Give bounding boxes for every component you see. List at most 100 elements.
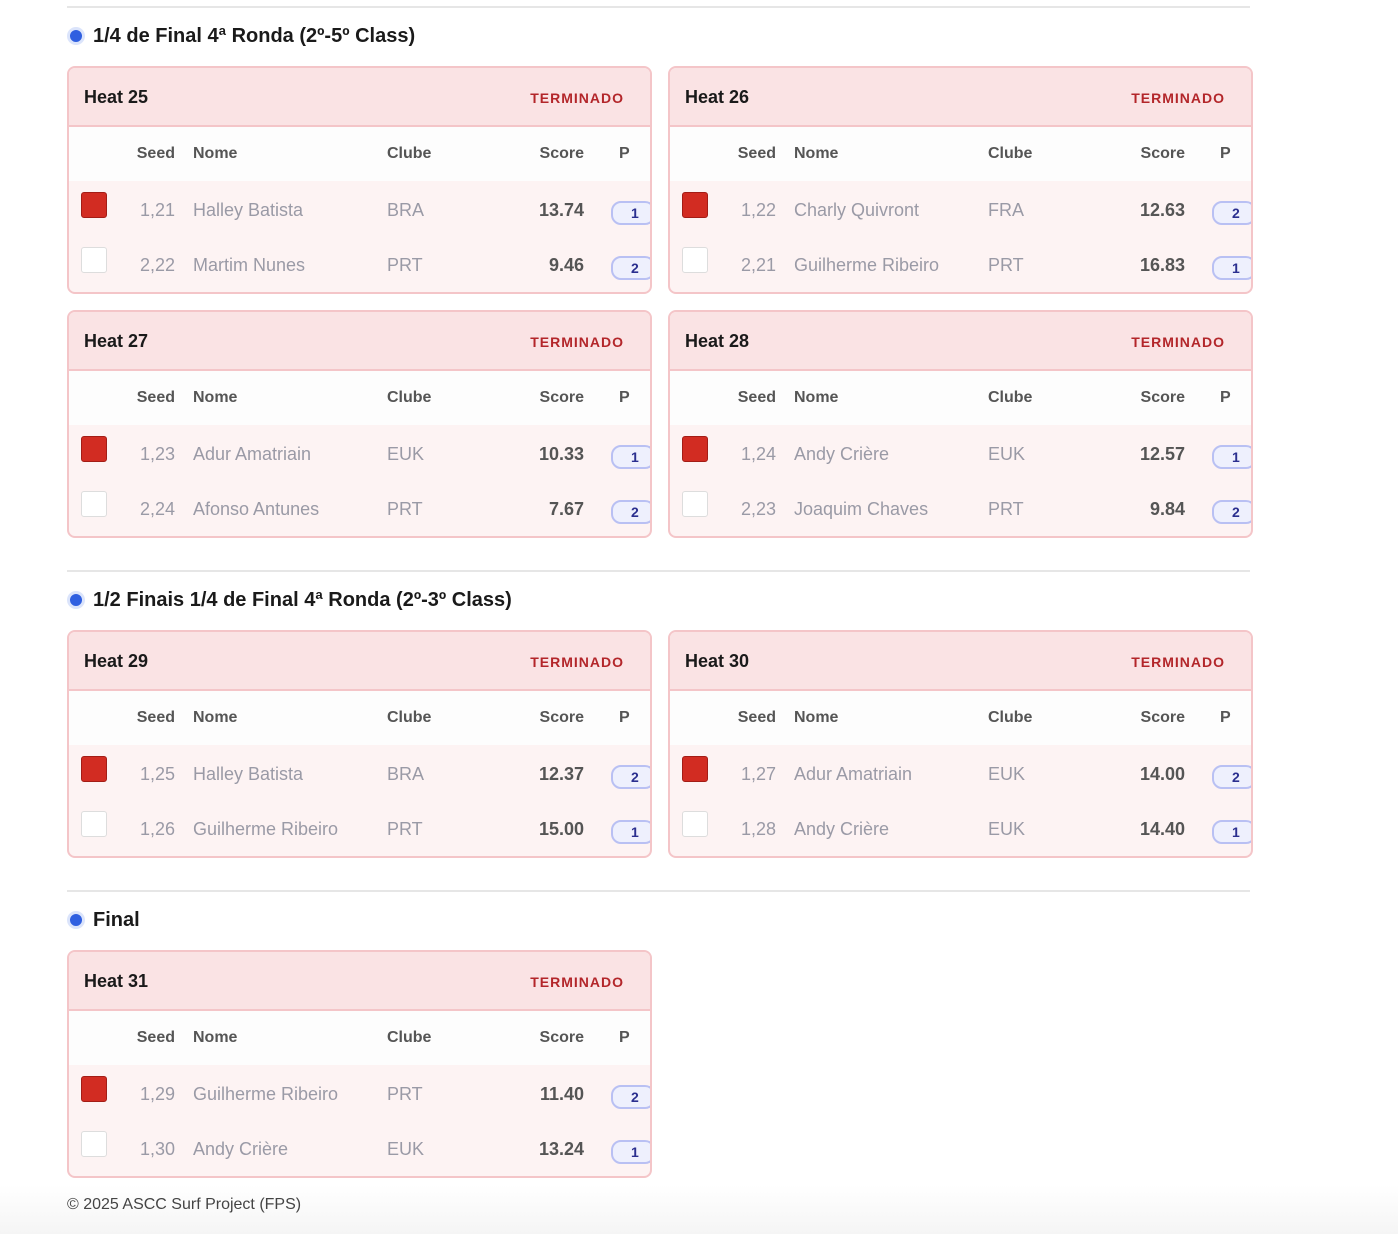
- column-header: Seed: [136, 1029, 175, 1046]
- column-header: Score: [1140, 389, 1185, 406]
- score: 14.00: [1139, 764, 1185, 784]
- jersey-box: [682, 192, 708, 218]
- athlete-name: Martim Nunes: [193, 255, 306, 275]
- heat-card: Heat 29 TERMINADO Seed Nome Clube Score P 1,25 H…: [67, 630, 652, 858]
- section-divider: [67, 6, 1250, 8]
- table-header: Seed Nome Clube Score P: [670, 691, 1251, 745]
- athlete-name: Charly Quivront: [794, 200, 920, 220]
- jersey-box: [81, 811, 107, 837]
- heat-card: Heat 26 TERMINADO Seed Nome Clube Score P 1,22 C…: [668, 66, 1253, 294]
- section-dot: [67, 27, 85, 45]
- heat-title: Heat 30: [685, 651, 750, 671]
- seed: 2,23: [740, 499, 776, 519]
- heat-status: TERMINADO: [530, 90, 624, 106]
- score: 12.63: [1139, 200, 1185, 220]
- seed: 1,28: [740, 819, 776, 839]
- athlete-name: Guilherme Ribeiro: [193, 819, 339, 839]
- column-header: Score: [539, 1029, 584, 1046]
- jersey-box: [682, 436, 708, 462]
- column-header: Seed: [737, 145, 776, 162]
- seed: 1,22: [740, 200, 776, 220]
- column-header: Score: [539, 145, 584, 162]
- position-badge: 1: [1212, 820, 1251, 844]
- column-header: Clube: [387, 145, 432, 162]
- table-header: Seed Nome Clube Score P: [69, 1011, 650, 1065]
- club: EUK: [988, 819, 1026, 839]
- score: 13.24: [538, 1139, 584, 1159]
- athlete-name: Adur Amatriain: [193, 444, 312, 464]
- athlete-row: 2,22 Martim Nunes PRT 9.46 2: [69, 238, 650, 292]
- jersey-box: [81, 247, 107, 273]
- column-header: Score: [1140, 709, 1185, 726]
- column-header: Seed: [136, 709, 175, 726]
- jersey-box: [81, 1131, 107, 1157]
- athlete-name: Guilherme Ribeiro: [193, 1084, 339, 1104]
- club: EUK: [387, 1139, 425, 1159]
- position-badge: 2: [1212, 765, 1251, 789]
- seed: 2,24: [139, 499, 175, 519]
- column-header: Seed: [136, 389, 175, 406]
- score: 10.33: [538, 444, 584, 464]
- athlete-name: Andy Crière: [193, 1139, 289, 1159]
- section-dot: [67, 591, 85, 609]
- table-header: Seed Nome Clube Score P: [670, 127, 1251, 181]
- column-header: Clube: [387, 709, 432, 726]
- column-header: Score: [1140, 145, 1185, 162]
- table-header: Seed Nome Clube Score P: [69, 127, 650, 181]
- column-header: Nome: [193, 709, 238, 726]
- heat-title: Heat 28: [685, 331, 750, 351]
- position-badge: 2: [611, 765, 650, 789]
- club: EUK: [387, 444, 425, 464]
- jersey-box: [682, 811, 708, 837]
- column-header: Nome: [193, 145, 238, 162]
- score: 12.37: [538, 764, 584, 784]
- column-header: Clube: [988, 709, 1033, 726]
- club: PRT: [387, 499, 423, 519]
- column-header: P: [619, 145, 630, 162]
- athlete-row: 2,23 Joaquim Chaves PRT 9.84 2: [670, 482, 1251, 536]
- athlete-name: Halley Batista: [193, 200, 304, 220]
- athlete-row: 2,24 Afonso Antunes PRT 7.67 2: [69, 482, 650, 536]
- column-header: Seed: [737, 709, 776, 726]
- footer: © 2025 ASCC Surf Project (FPS): [0, 1185, 1398, 1234]
- heat-title: Heat 29: [84, 651, 149, 671]
- heat-status: TERMINADO: [1131, 334, 1225, 350]
- heat-header: Heat 30 TERMINADO: [670, 632, 1251, 691]
- section-title: 1/2 Finais 1/4 de Final 4ª Ronda (2º-3º …: [67, 587, 512, 613]
- column-header: P: [1220, 145, 1231, 162]
- score: 16.83: [1139, 255, 1185, 275]
- athlete-row: 1,28 Andy Crière EUK 14.40 1: [670, 802, 1251, 856]
- seed: 1,25: [139, 764, 175, 784]
- position-badge: 1: [611, 820, 650, 844]
- club: PRT: [988, 499, 1024, 519]
- heat-header: Heat 29 TERMINADO: [69, 632, 650, 691]
- jersey-box: [81, 436, 107, 462]
- column-header: Nome: [193, 389, 238, 406]
- seed: 1,24: [740, 444, 776, 464]
- column-header: P: [1220, 709, 1231, 726]
- athlete-row: 1,23 Adur Amatriain EUK 10.33 1: [69, 427, 650, 482]
- club: PRT: [387, 255, 423, 275]
- club: EUK: [988, 764, 1026, 784]
- column-header: Seed: [737, 389, 776, 406]
- column-header: Score: [539, 389, 584, 406]
- athlete-row: 1,30 Andy Crière EUK 13.24 1: [69, 1122, 650, 1176]
- position-badge: 1: [1212, 445, 1251, 469]
- heat-card: Heat 27 TERMINADO Seed Nome Clube Score P 1,23 A…: [67, 310, 652, 538]
- column-header: P: [619, 709, 630, 726]
- athlete-name: Joaquim Chaves: [794, 499, 929, 519]
- heat-header: Heat 31 TERMINADO: [69, 952, 650, 1011]
- heat-status: TERMINADO: [1131, 654, 1225, 670]
- score: 11.40: [539, 1084, 584, 1104]
- heat-card: Heat 30 TERMINADO Seed Nome Clube Score P 1,27 A…: [668, 630, 1253, 858]
- club: FRA: [988, 200, 1024, 220]
- column-header: Clube: [988, 389, 1033, 406]
- club: EUK: [988, 444, 1026, 464]
- heat-header: Heat 27 TERMINADO: [69, 312, 650, 371]
- score: 12.57: [1139, 444, 1185, 464]
- heat-title: Heat 26: [685, 87, 750, 107]
- athlete-name: Halley Batista: [193, 764, 304, 784]
- section-dot: [67, 911, 85, 929]
